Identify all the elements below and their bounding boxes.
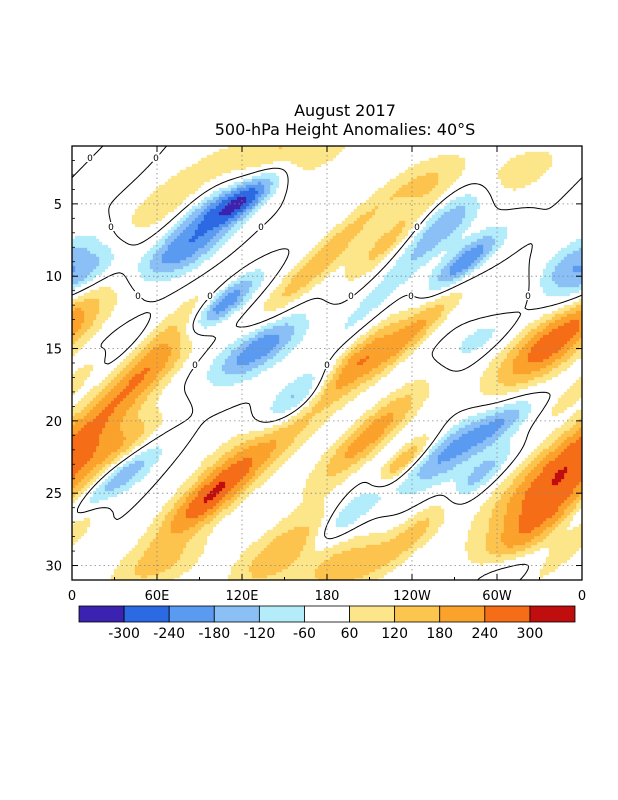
contour-label: 0 xyxy=(323,360,331,371)
anomaly-shading-3 xyxy=(72,178,582,492)
colorbar: -300 -240 -180 -120 -60 60 120 180 240 300 xyxy=(78,605,576,642)
anomaly-shading-4 xyxy=(72,181,582,465)
colorbar-swatch xyxy=(484,605,531,623)
contour-label-text: 0 xyxy=(258,223,264,233)
chart-subtitle: 500-hPa Height Anomalies: 40°S xyxy=(215,120,476,139)
contour-label: 0 xyxy=(134,291,142,302)
contour-label-text: 0 xyxy=(525,292,531,302)
grid-lines xyxy=(72,146,582,580)
contour-label: 0 xyxy=(191,360,199,371)
contour-label-text: 0 xyxy=(87,154,93,164)
x-tick-label: 120E xyxy=(225,589,258,604)
contour-label: 0 xyxy=(107,222,115,233)
y-tick-label: 30 xyxy=(45,560,62,575)
contour-label: 0 xyxy=(86,153,94,164)
chart-title: August 2017 xyxy=(294,101,396,120)
colorbar-label: -180 xyxy=(198,626,230,642)
colorbar-label: 60 xyxy=(341,626,359,642)
colorbar-swatch xyxy=(213,605,260,623)
y-tick-label: 25 xyxy=(45,487,62,502)
zero-contour-line xyxy=(72,146,582,580)
anomaly-shading-6 xyxy=(218,196,247,216)
x-tick-label: 120W xyxy=(393,589,431,604)
contour-label: 0 xyxy=(257,222,265,233)
contour-label-text: 0 xyxy=(108,223,114,233)
colorbar-label: -300 xyxy=(108,626,140,642)
zero-contours: 0 0 0 0 0 0 0 0 0 0 0 0 xyxy=(72,146,582,580)
colorbar-label: 300 xyxy=(517,626,544,642)
colorbar-swatch xyxy=(258,605,305,623)
contour-label-text: 0 xyxy=(348,292,354,302)
colorbar-label: 180 xyxy=(426,626,453,642)
contour-label-text: 0 xyxy=(324,361,330,371)
colorbar-swatch xyxy=(529,605,576,623)
contour-label: 0 xyxy=(347,291,355,302)
contour-label: 0 xyxy=(413,222,421,233)
colorbar-label: -60 xyxy=(293,626,316,642)
x-tick-label: 60W xyxy=(482,589,512,604)
anomaly-shading-8 xyxy=(72,319,582,534)
colorbar-label: 120 xyxy=(381,626,408,642)
contour-label: 0 xyxy=(407,291,415,302)
colorbar-swatch xyxy=(168,605,215,623)
y-tick-label: 15 xyxy=(45,343,62,358)
contour-label-text: 0 xyxy=(408,292,414,302)
x-tick-label: 60E xyxy=(145,589,170,604)
colorbar-label: 240 xyxy=(471,626,498,642)
colorbar-label: -120 xyxy=(243,626,275,642)
contour-label-text: 0 xyxy=(207,292,213,302)
colorbar-swatch xyxy=(439,605,486,623)
x-tick-label: 0 xyxy=(68,589,76,604)
contour-label-text: 0 xyxy=(192,361,198,371)
colorbar-swatch xyxy=(78,605,125,623)
anomaly-shading-9 xyxy=(203,466,568,504)
x-tick-label: 0 xyxy=(578,589,586,604)
contour-label-text: 0 xyxy=(414,223,420,233)
y-tick-label: 5 xyxy=(54,198,62,213)
contour-label: 0 xyxy=(206,291,214,302)
contour-label-text: 0 xyxy=(153,154,159,164)
x-axis: 0 60E 120E 180 120W 60W 0 xyxy=(68,146,586,604)
colorbar-swatch xyxy=(304,605,350,623)
contour-label: 0 xyxy=(152,153,160,164)
colorbar-swatch xyxy=(394,605,441,623)
contour-label-text: 0 xyxy=(135,292,141,302)
y-tick-label: 10 xyxy=(45,270,62,285)
colorbar-label: -240 xyxy=(153,626,185,642)
anomaly-field xyxy=(72,146,582,580)
y-axis: 5 10 15 20 25 30 xyxy=(45,160,582,581)
contour-label: 0 xyxy=(524,291,532,302)
x-tick-label: 180 xyxy=(315,589,340,604)
colorbar-swatch xyxy=(349,605,396,623)
colorbar-swatch xyxy=(123,605,170,623)
y-tick-label: 20 xyxy=(45,415,62,430)
